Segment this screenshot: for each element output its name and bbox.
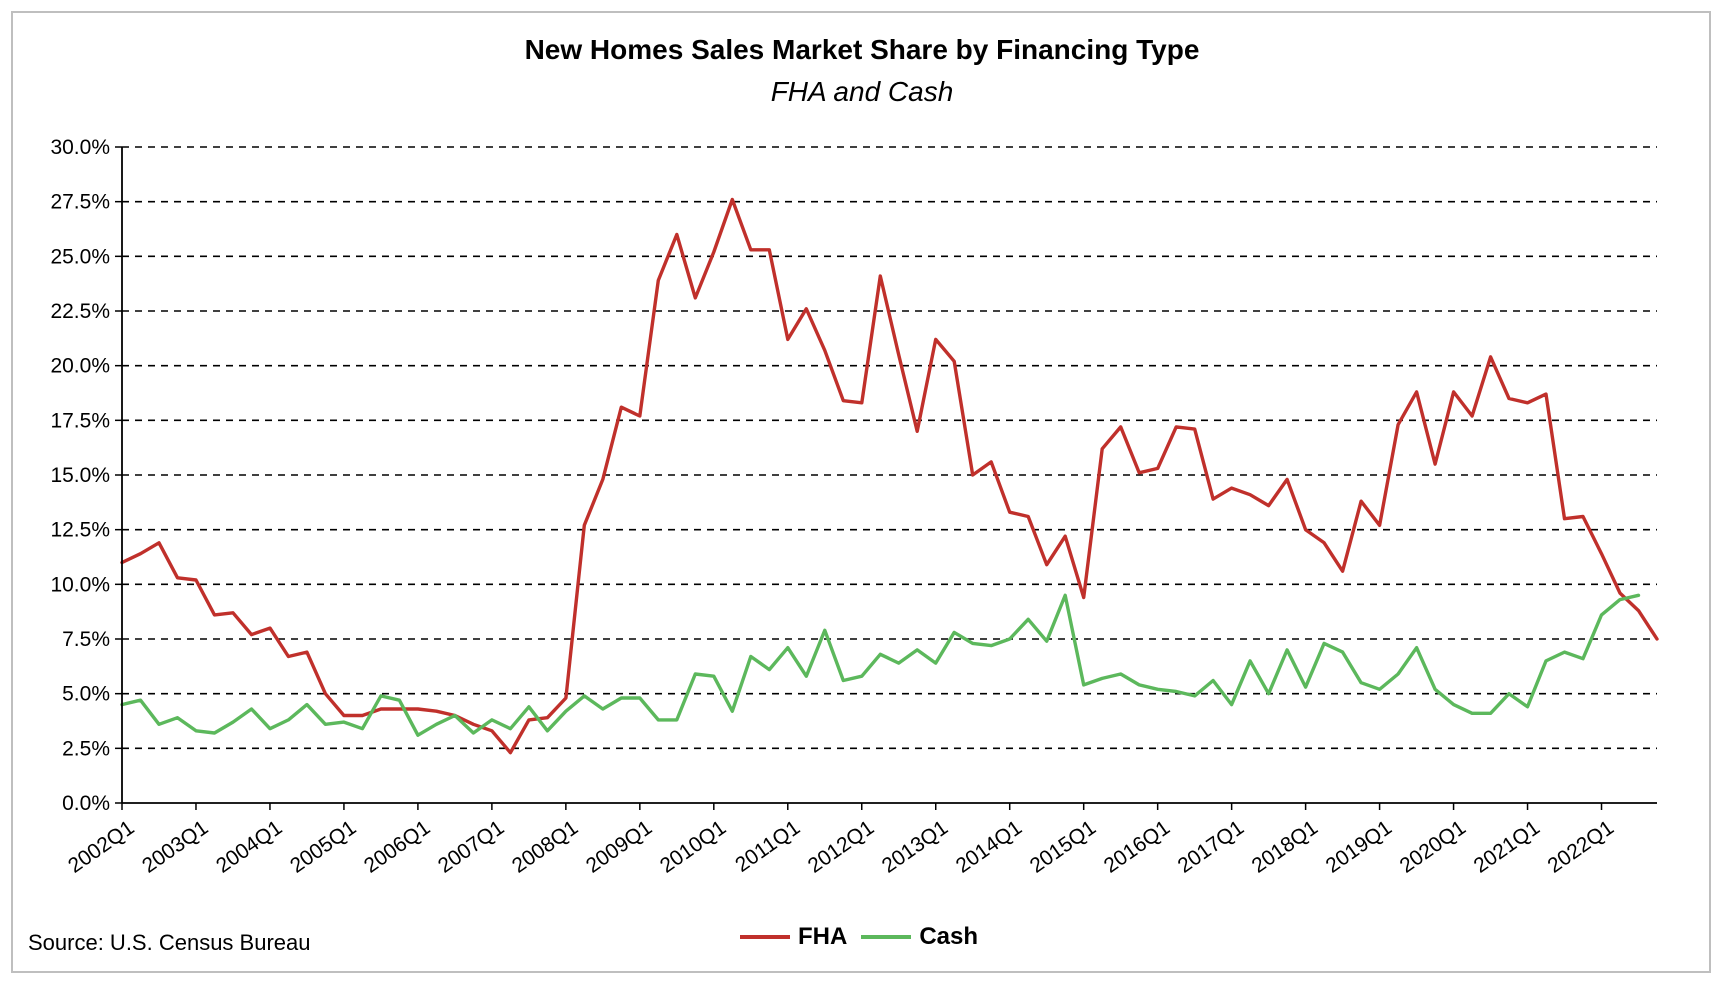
y-tick-label: 17.5% <box>50 409 110 432</box>
x-axis-ticks: 2002Q1 2003Q1 2004Q1 2005Q1 2006Q1 2007Q1 2008… <box>64 803 1618 878</box>
source-note: Source: U.S. Census Bureau <box>28 930 311 955</box>
y-tick-label: 30.0% <box>50 136 110 159</box>
x-tick-label: 2002Q1 <box>64 816 138 878</box>
x-tick-label: 2013Q1 <box>878 816 952 878</box>
gridlines <box>122 146 1657 750</box>
x-tick-label: 2021Q1 <box>1470 816 1544 878</box>
x-tick-label: 2015Q1 <box>1026 816 1100 878</box>
x-tick-label: 2018Q1 <box>1248 816 1322 878</box>
y-tick-label: 12.5% <box>50 519 110 542</box>
y-tick-label: 15.0% <box>50 464 110 487</box>
y-axis-ticks: 0.0% 2.5% 5.0% 7.5% 10.0% 12.5% 15.0% 17.5% 20.0… <box>50 136 122 815</box>
x-tick-label: 2012Q1 <box>804 816 878 878</box>
legend: FHA Cash <box>740 922 978 952</box>
chart-frame <box>11 11 1711 973</box>
x-tick-label: 2003Q1 <box>138 816 212 878</box>
series-line-fha <box>120 197 1659 755</box>
x-tick-label: 2016Q1 <box>1100 816 1174 878</box>
y-tick-label: 2.5% <box>62 737 110 760</box>
x-tick-label: 2011Q1 <box>731 816 804 877</box>
x-tick-label: 2019Q1 <box>1322 816 1396 878</box>
legend-swatch-fha <box>740 935 790 939</box>
x-tick-label: 2010Q1 <box>656 816 730 878</box>
y-tick-label: 0.0% <box>62 792 110 815</box>
legend-label-fha: FHA <box>798 923 848 950</box>
series-lines <box>120 197 1659 755</box>
x-tick-label: 2005Q1 <box>286 816 360 878</box>
y-tick-label: 25.0% <box>50 245 110 268</box>
chart-subtitle: FHA and Cash <box>770 76 954 107</box>
x-tick-label: 2014Q1 <box>952 816 1026 878</box>
legend-item-cash: Cash <box>861 923 978 951</box>
y-tick-label: 5.0% <box>62 683 110 706</box>
x-tick-label: 2017Q1 <box>1174 816 1248 878</box>
series-line-cash <box>120 593 1641 737</box>
x-tick-label: 2007Q1 <box>434 816 508 878</box>
x-tick-label: 2009Q1 <box>582 816 656 878</box>
x-tick-label: 2022Q1 <box>1544 816 1618 878</box>
legend-swatch-cash <box>861 935 912 939</box>
x-tick-label: 2006Q1 <box>360 816 434 878</box>
y-tick-label: 7.5% <box>62 628 110 651</box>
x-tick-label: 2008Q1 <box>508 816 582 878</box>
legend-item-fha: FHA <box>740 923 847 951</box>
chart-title: New Homes Sales Market Share by Financin… <box>524 34 1200 65</box>
legend-label-cash: Cash <box>919 923 979 950</box>
y-tick-label: 22.5% <box>50 300 110 323</box>
x-tick-label: 2004Q1 <box>212 816 286 878</box>
y-tick-label: 27.5% <box>50 191 110 214</box>
y-tick-label: 10.0% <box>50 573 110 596</box>
y-tick-label: 20.0% <box>50 355 110 378</box>
x-tick-label: 2020Q1 <box>1396 816 1470 878</box>
